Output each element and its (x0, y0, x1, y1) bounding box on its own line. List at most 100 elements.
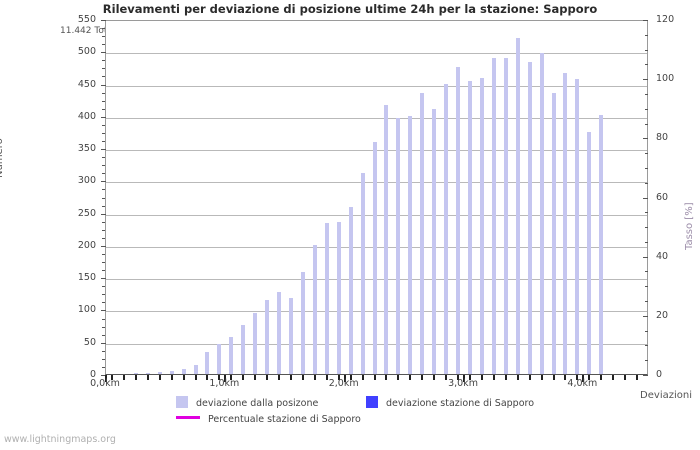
x-minor-tick (516, 375, 519, 380)
y-tick-label-left: 250 (77, 207, 96, 219)
bar (217, 343, 222, 374)
y-minor-tick-left (102, 132, 105, 134)
y-minor-tick-left (102, 76, 105, 78)
bar (169, 370, 174, 374)
bar (467, 80, 472, 374)
bar (133, 373, 138, 374)
gridline (106, 53, 647, 55)
y-minor-tick-right (645, 286, 648, 288)
y-tick-label-right: 0 (656, 369, 663, 380)
y-minor-tick-left (102, 44, 105, 46)
x-minor-tick (540, 375, 543, 380)
y-tick-label-left: 50 (83, 336, 96, 348)
y-minor-tick-left (102, 221, 105, 223)
bar (479, 77, 484, 374)
y-minor-tick-right (645, 301, 648, 303)
y-tick-label-left: 400 (77, 110, 96, 122)
y-minor-tick-right (645, 360, 648, 362)
y-tick-left (101, 84, 106, 86)
x-minor-tick (636, 375, 639, 380)
bar (277, 292, 282, 374)
bar (503, 57, 508, 374)
y-minor-tick-right (645, 330, 648, 332)
gridline (106, 85, 647, 87)
x-minor-tick (612, 375, 615, 380)
plot-area (105, 20, 648, 375)
y-minor-tick-left (102, 366, 105, 368)
y-tick-right (643, 315, 648, 317)
bar (265, 300, 270, 374)
x-minor-tick (576, 375, 579, 380)
y-minor-tick-left (102, 68, 105, 70)
x-minor-tick (313, 375, 316, 380)
y-minor-tick-left (102, 60, 105, 62)
y-minor-tick-right (645, 271, 648, 273)
bar (300, 272, 305, 374)
y-tick-left (101, 375, 106, 376)
x-tick-label: 3,0km (448, 378, 478, 389)
legend-item-0: deviazione dalla posizone (176, 396, 318, 409)
x-minor-tick (588, 375, 591, 380)
bar (312, 244, 317, 374)
y-tick-label-left: 300 (77, 175, 96, 187)
bar (193, 364, 198, 374)
y-tick-label-right: 20 (656, 309, 669, 321)
bar (145, 372, 150, 374)
y-tick-right (643, 79, 648, 81)
y-tick-left (101, 310, 106, 312)
y-minor-tick-right (645, 123, 648, 125)
x-minor-tick (421, 375, 424, 380)
gridline (106, 117, 647, 119)
x-minor-tick (158, 375, 161, 380)
x-minor-tick (134, 375, 137, 380)
bar (384, 104, 389, 374)
y-minor-tick-right (645, 108, 648, 110)
y-tick-label-left: 350 (77, 143, 96, 155)
bar (444, 83, 449, 374)
y-minor-tick-right (645, 241, 648, 243)
bar (587, 131, 592, 374)
y-tick-right (643, 138, 648, 140)
legend-label-2: Percentuale stazione di Sapporo (208, 414, 361, 425)
y-minor-tick-left (102, 197, 105, 199)
y-minor-tick-left (102, 124, 105, 126)
x-minor-tick (206, 375, 209, 380)
bar (372, 141, 377, 374)
x-minor-tick (528, 375, 531, 380)
y-minor-tick-right (645, 34, 648, 36)
y-minor-tick-left (102, 334, 105, 336)
y-minor-tick-left (102, 28, 105, 30)
bar (515, 38, 520, 374)
x-minor-tick (242, 375, 245, 380)
y-minor-tick-left (102, 173, 105, 175)
y-minor-tick-right (645, 64, 648, 66)
y-minor-tick-right (645, 212, 648, 214)
bar (539, 53, 544, 374)
y-tick-label-left: 500 (77, 46, 96, 58)
y-tick-left (101, 342, 106, 344)
y-tick-left (101, 278, 106, 280)
bar (336, 222, 341, 374)
y-minor-tick-left (102, 326, 105, 328)
bar (527, 62, 532, 374)
watermark: www.lightningmaps.org (4, 434, 116, 445)
y-tick-right (643, 256, 648, 258)
chart-title: Rilevamenti per deviazione di posizione … (102, 2, 598, 16)
bar (253, 312, 258, 374)
y-minor-tick-left (102, 262, 105, 264)
y-tick-right (643, 197, 648, 199)
bar (360, 172, 365, 374)
y-tick-label-left: 200 (77, 239, 96, 251)
x-major-tick (582, 375, 585, 382)
legend-line-percentuale (176, 416, 200, 419)
legend-swatch-deviazione-posizione (176, 396, 188, 408)
y-minor-tick-left (102, 205, 105, 207)
x-tick-label: 0,0km (90, 378, 120, 389)
y-tick-left (101, 149, 106, 151)
y-minor-tick-left (102, 100, 105, 102)
y-minor-tick-left (102, 237, 105, 239)
y-axis-title-right: Tasso [%] (684, 202, 695, 250)
y-minor-tick-right (645, 182, 648, 184)
y-minor-tick-right (645, 227, 648, 229)
y-tick-label-left: 450 (77, 78, 96, 90)
